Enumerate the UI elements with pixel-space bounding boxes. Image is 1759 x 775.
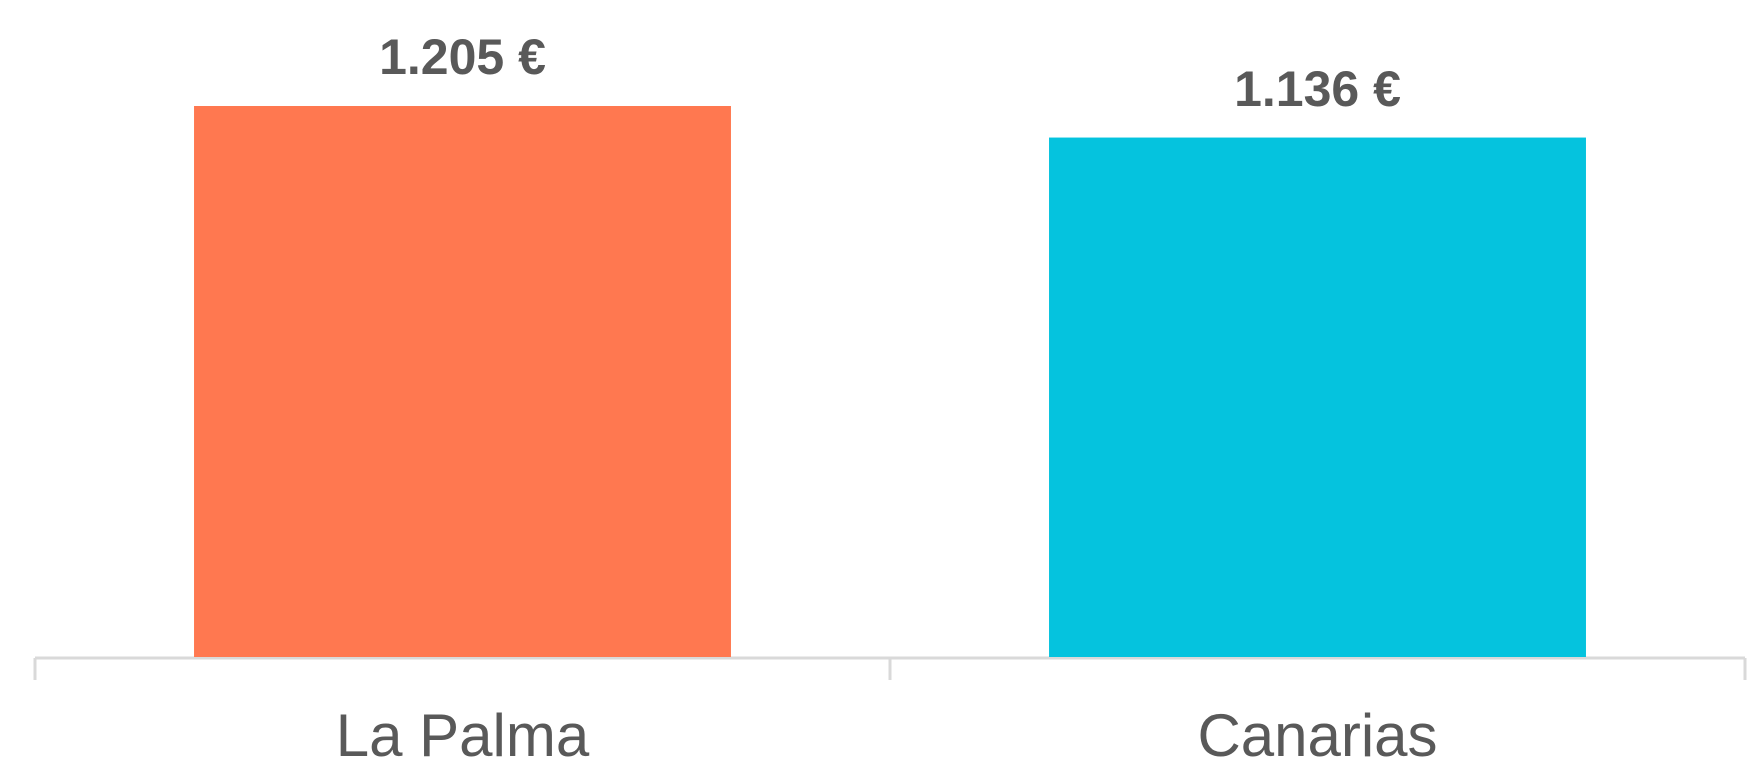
value-label: 1.136 €: [1234, 61, 1401, 117]
x-tick-label: Canarias: [1197, 702, 1437, 769]
bar: [1049, 137, 1586, 658]
x-tick-label: La Palma: [336, 702, 590, 769]
value-label: 1.205 €: [379, 29, 546, 85]
bar: [194, 106, 731, 657]
